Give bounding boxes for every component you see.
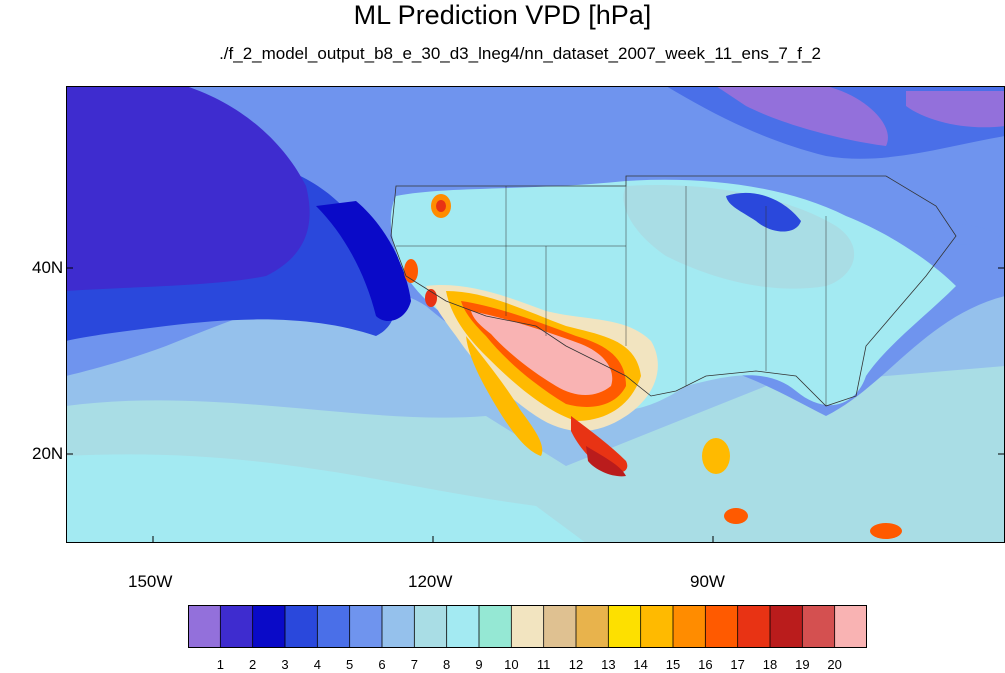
x-label-90w: 90W (690, 572, 725, 591)
colorbar-box (769, 605, 804, 648)
colorbar-tick-label: 15 (665, 657, 681, 672)
plot-subtitle: ./f_2_model_output_b8_e_30_d3_lneg4/nn_d… (219, 44, 821, 63)
colorbar-box (284, 605, 319, 648)
colorbar-box (381, 605, 416, 648)
baja-orange (466, 336, 543, 456)
colorbar-tick-label: 16 (698, 657, 713, 672)
colorbar-tick-label: 6 (378, 657, 386, 672)
plot-title: ML Prediction VPD [hPa] (353, 0, 652, 30)
us-outline (390, 175, 957, 407)
colorbar-box (640, 605, 674, 648)
tropical-band (66, 454, 586, 543)
colorbar-box (834, 605, 867, 648)
colorbar-labels: 1 2 3 4 5 6 7 8 9 10 11 12 13 14 15 16 17 18 19 20 (0, 654, 1005, 672)
colorbar-box (704, 605, 739, 648)
colorbar-box (672, 605, 707, 648)
mexico-red (571, 416, 628, 473)
colorbar-tick-label: 2 (249, 657, 257, 672)
colorbar-tick-label: 18 (762, 657, 778, 672)
colorbar-box (252, 605, 286, 648)
colorbar-tick-label: 5 (346, 657, 354, 672)
colorbar-tick-label: 3 (281, 657, 289, 672)
colorbar-box (413, 605, 448, 648)
great-lakes (726, 192, 801, 232)
colorbar-tick-label: 7 (410, 657, 418, 672)
colorbar-box (801, 605, 836, 648)
axis-ticks (66, 267, 1005, 543)
colorbar-frame (188, 605, 867, 648)
colorbar-tick-label: 11 (536, 657, 551, 672)
coastal-dark-strip (316, 201, 411, 321)
colorbar-box (349, 605, 383, 648)
pacific-core (66, 86, 310, 291)
colorbar-tick-label: 4 (313, 657, 321, 672)
colorbar-box (188, 605, 222, 648)
colorbar-tick-label: 19 (795, 657, 810, 672)
y-label-20n: 20N (32, 444, 64, 463)
map-panel (66, 86, 1005, 543)
colorbar-box (737, 605, 771, 648)
colorbar-box (316, 605, 351, 648)
central-america-hot (724, 508, 748, 524)
colorbar-box (478, 605, 513, 648)
x-label-120w: 120W (408, 572, 453, 591)
colorbar-tick-label: 8 (443, 657, 451, 672)
sw-pink-core (471, 311, 613, 395)
land-north (623, 185, 855, 289)
vpd-map (66, 86, 1005, 543)
caribbean-hot (870, 523, 902, 539)
colorbar-box (510, 605, 545, 648)
hotspot-oregon-core (436, 200, 446, 212)
colorbar-tick-label: 20 (827, 657, 842, 672)
colorbar-box (575, 605, 610, 648)
colorbar-box (607, 605, 642, 648)
colorbar-tick-label: 13 (601, 657, 616, 672)
colorbar (188, 605, 867, 648)
colorbar-tick-label: 1 (216, 657, 224, 672)
yucatan-orange (702, 438, 730, 474)
x-label-150w: 150W (128, 572, 173, 591)
colorbar-tick-label: 9 (475, 657, 483, 672)
colorbar-tick-label: 10 (504, 657, 519, 672)
northeast-purple-2 (906, 91, 1005, 128)
colorbar-tick-label: 14 (633, 657, 648, 672)
y-label-40n: 40N (32, 258, 64, 277)
state-lines (396, 186, 827, 406)
mexico-dark-red (586, 446, 626, 477)
colorbar-tick-label: 12 (568, 657, 584, 672)
colorbar-tick-label: 17 (730, 657, 745, 672)
colorbar-box (219, 605, 254, 648)
atlantic-coast-blue (931, 224, 1001, 245)
colorbar-box (543, 605, 577, 648)
northeast-purple (716, 86, 888, 146)
colorbar-box (446, 605, 480, 648)
